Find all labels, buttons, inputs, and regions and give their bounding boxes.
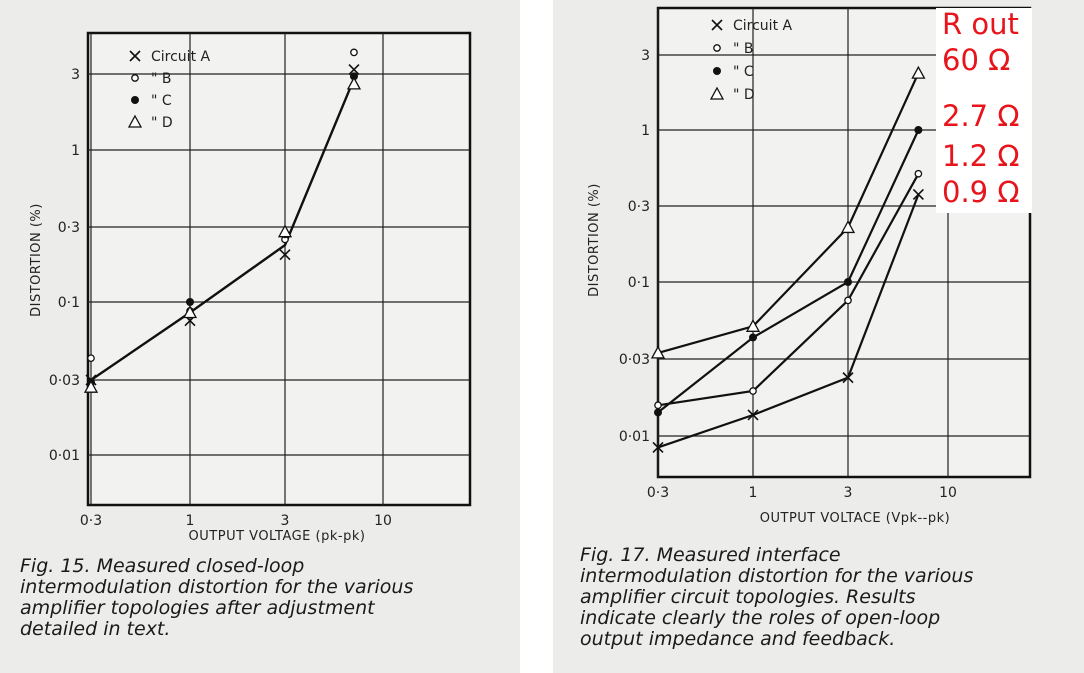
fig17-point-circuit-a xyxy=(912,188,924,201)
fig17-point-circuit-a xyxy=(747,409,759,421)
fig17-point-b xyxy=(844,296,852,305)
fig17-x-tick-label: 10 xyxy=(939,485,957,501)
fig15-point-circuit-a xyxy=(279,249,291,261)
figure-15-caption: Fig. 15. Measured closed-loop intermodul… xyxy=(20,555,414,640)
fig15-legend-marker xyxy=(129,50,141,62)
fig17-legend-marker xyxy=(713,44,721,52)
figure-17-caption: Fig. 17. Measured interface intermodulat… xyxy=(580,544,974,650)
fig17-point-d xyxy=(911,65,926,79)
fig17-y-tick-label: 0·01 xyxy=(619,429,650,445)
fig17-point-d xyxy=(745,318,761,332)
fig17-x-axis-label: OUTPUT VOLTACE (Vpk--pk) xyxy=(760,511,950,526)
fig15-plot-frame xyxy=(86,31,472,507)
fig15-point-d xyxy=(83,379,99,393)
fig17-y-tick-label: 3 xyxy=(641,48,650,64)
fig17-y-tick-label: 0·1 xyxy=(628,275,650,291)
fig15-point-b xyxy=(350,48,358,57)
fig17-point-circuit-a xyxy=(842,372,854,384)
fig17-y-tick-label: 0·03 xyxy=(619,352,650,368)
r-out-label-b: 1.2 Ω xyxy=(942,139,1020,173)
fig17-series-line-b xyxy=(657,173,920,407)
fig17-y-tick-label: 0·3 xyxy=(628,199,650,215)
fig15-y-tick-label: 0·3 xyxy=(58,220,80,236)
fig15-y-tick-label: 1 xyxy=(71,143,80,159)
fig17-point-circuit-a xyxy=(652,441,664,453)
fig15-legend-label: " D xyxy=(151,115,173,131)
fig17-x-tick-label: 0·3 xyxy=(647,485,669,501)
r-out-annotation: R out 60 Ω 2.7 Ω 1.2 Ω 0.9 Ω xyxy=(936,8,1032,213)
fig17-point-b xyxy=(654,401,662,410)
fig17-point-c xyxy=(654,408,662,417)
fig17-legend-label: " B xyxy=(733,41,754,57)
fig15-y-axis-label: DISTORTION (%) xyxy=(29,203,44,317)
fig17-point-d xyxy=(650,345,666,359)
fig17-legend-marker xyxy=(711,19,723,31)
fig15-x-axis-label: OUTPUT VOLTAGE (pk-pk) xyxy=(189,529,366,544)
fig15-y-tick-label: 3 xyxy=(71,67,80,83)
fig15-legend-marker xyxy=(127,114,143,128)
fig15-point-d xyxy=(277,224,293,238)
fig17-legend-marker xyxy=(709,86,725,100)
fig15-point-circuit-a xyxy=(348,63,360,76)
fig17-legend-label: " D xyxy=(733,87,755,103)
fig17-y-tick-label: 1 xyxy=(641,123,650,139)
fig15-legend-marker xyxy=(131,74,139,82)
fig17-point-c xyxy=(749,333,757,342)
fig15-y-tick-label: 0·01 xyxy=(49,448,80,464)
r-out-label-c: 2.7 Ω xyxy=(942,99,1020,133)
fig15-legend-label: " B xyxy=(151,71,172,87)
fig17-series-line-c xyxy=(657,129,920,414)
fig17-point-c xyxy=(914,126,923,134)
fig17-point-b xyxy=(749,387,757,395)
fig15-legend-marker xyxy=(131,96,139,104)
fig15-legend-label: Circuit A xyxy=(151,49,211,65)
fig15-y-tick-label: 0·1 xyxy=(58,295,80,311)
fig15-x-tick-label: 10 xyxy=(374,513,392,529)
r-out-title: R out xyxy=(942,7,1019,41)
r-out-label-a: 0.9 Ω xyxy=(942,175,1020,209)
fig15-x-tick-label: 1 xyxy=(186,513,195,529)
fig17-legend-label: Circuit A xyxy=(733,18,793,34)
fig17-series-line-d xyxy=(657,72,920,354)
fig15-point-d xyxy=(346,76,362,90)
fig17-y-axis-label: DISTORTION (%) xyxy=(587,183,602,297)
fig17-series-line-circuit-a xyxy=(657,194,920,449)
fig17-legend-label: " C xyxy=(733,64,754,80)
fig17-legend-marker xyxy=(713,67,721,75)
fig17-x-tick-label: 3 xyxy=(844,485,853,501)
fig17-point-d xyxy=(840,220,856,234)
fig17-x-tick-label: 1 xyxy=(749,485,758,501)
fig15-x-tick-label: 0·3 xyxy=(80,513,102,529)
fig15-legend-label: " C xyxy=(151,93,172,109)
fig15-point-d xyxy=(182,305,198,319)
fig15-y-tick-label: 0·03 xyxy=(49,373,80,389)
fig15-trend-line xyxy=(90,78,356,381)
fig15-point-b xyxy=(87,354,95,363)
r-out-label-d: 60 Ω xyxy=(942,43,1011,77)
fig15-x-tick-label: 3 xyxy=(281,513,290,529)
fig17-point-b xyxy=(914,169,923,178)
fig15-point-c xyxy=(349,72,358,81)
fig15-point-c xyxy=(186,298,194,306)
fig17-point-c xyxy=(844,278,852,286)
